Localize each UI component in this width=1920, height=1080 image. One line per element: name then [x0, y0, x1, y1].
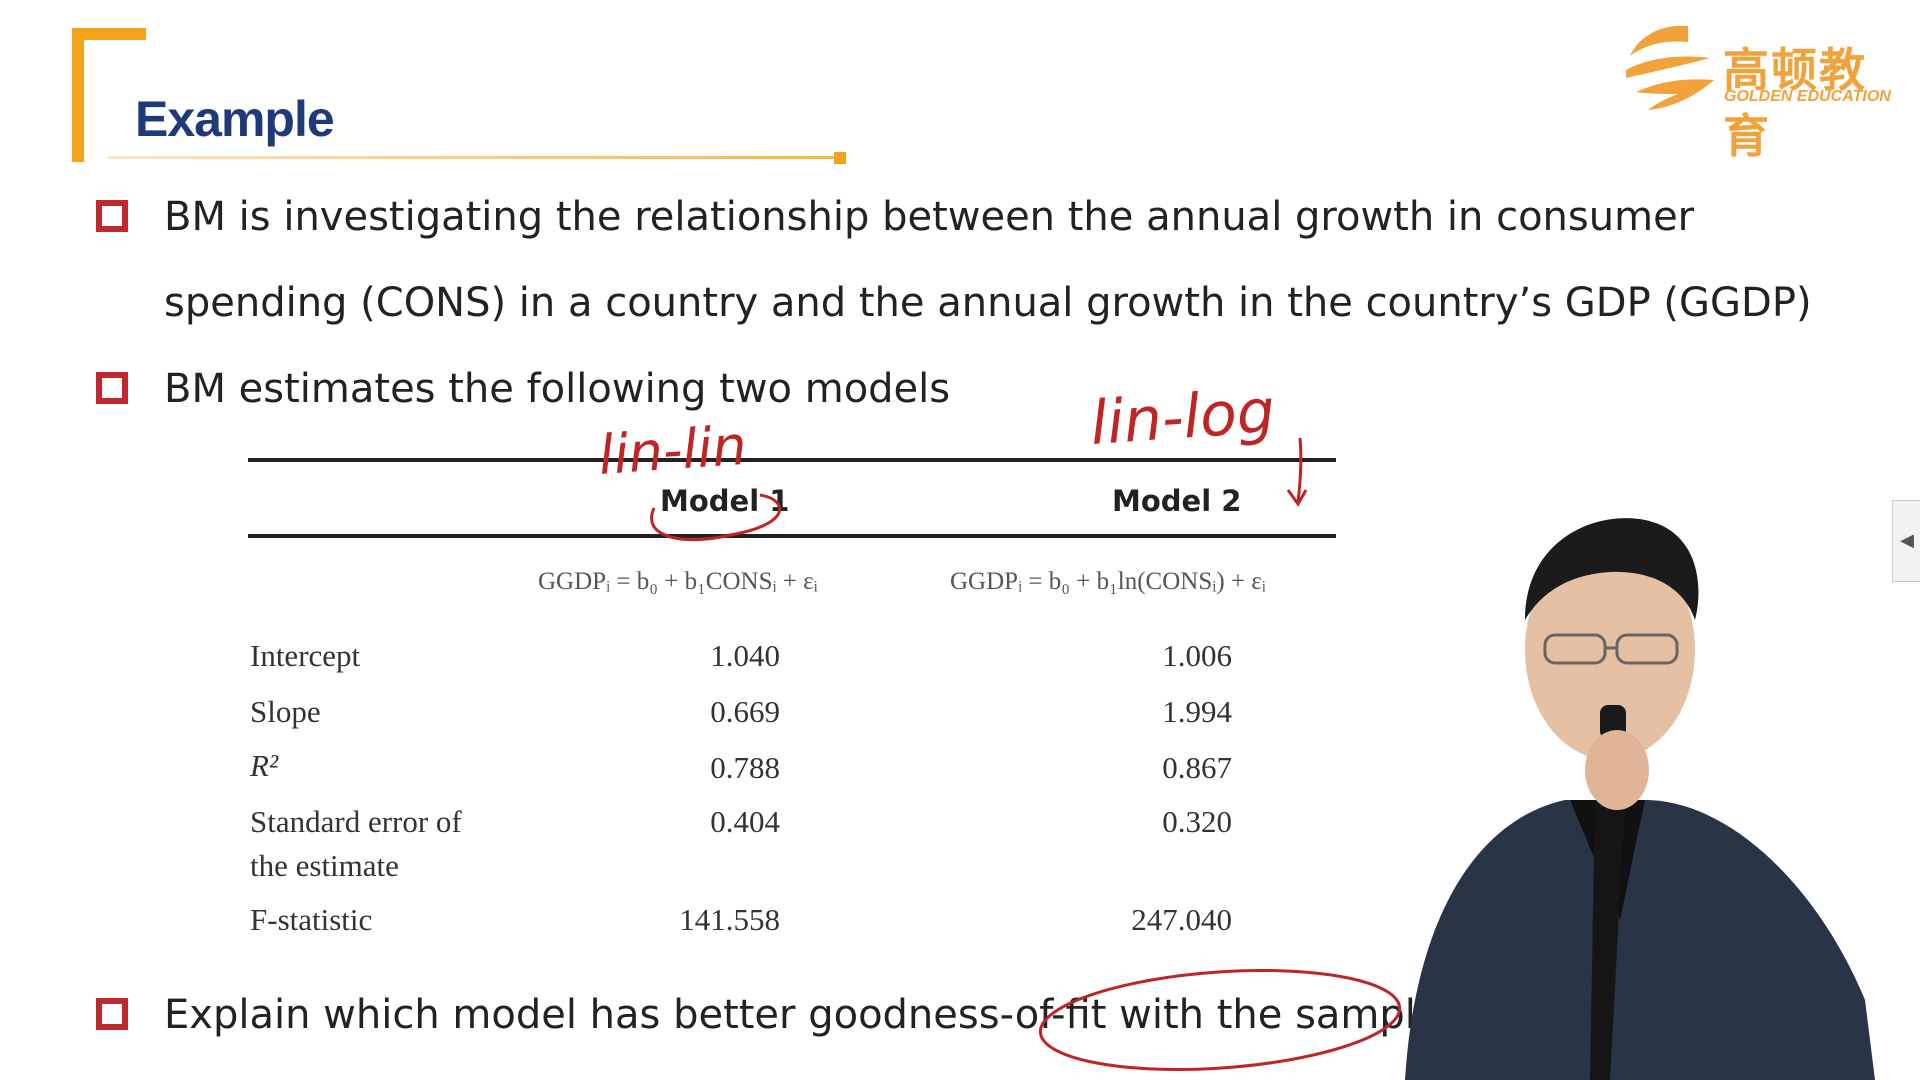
row-label-std-error: Standard error of	[250, 804, 462, 839]
logo-swoosh-icon	[1626, 25, 1714, 110]
equation-model-2: GGDPᵢ = b₀ + b₁ln(CONSᵢ) + εᵢ	[950, 568, 1266, 595]
row-label-r-squared: R²	[250, 748, 279, 783]
bullet-square-icon	[96, 998, 128, 1030]
row-label-f-statistic: F-statistic	[250, 902, 373, 937]
row-label-intercept: Intercept	[250, 638, 361, 673]
circle-model-1-annotation	[650, 493, 781, 542]
slide-title: Example	[135, 91, 335, 147]
cell-m2-r-squared: 0.867	[1162, 750, 1232, 785]
cell-m1-f-statistic: 141.558	[679, 902, 780, 937]
note-lin-lin: lin-lin	[597, 414, 749, 487]
title-underline-dot	[834, 152, 846, 164]
logo-chinese-text: 高顿教育	[1723, 43, 1867, 163]
col-header-model-1: Model 1	[660, 484, 790, 518]
circle-sample-annotation	[1038, 968, 1402, 1072]
cell-m1-r-squared: 0.788	[710, 750, 780, 785]
bullet-text-3: Explain which model has better goodness-…	[164, 992, 1441, 1038]
cell-m2-f-statistic: 247.040	[1131, 902, 1232, 937]
bullet-square-icon	[96, 372, 128, 404]
bullet-text-2: BM estimates the following two models	[164, 366, 951, 412]
title-frame-corner	[72, 28, 146, 162]
bullet-text-1: BM is investigating the relationship bet…	[164, 194, 1695, 240]
cell-m2-slope: 1.994	[1162, 694, 1232, 729]
equation-model-1: GGDPᵢ = b₀ + b₁CONSᵢ + εᵢ	[538, 568, 818, 595]
table-top-rule	[248, 458, 1336, 462]
cell-m2-std-error: 0.320	[1162, 804, 1232, 839]
bullet-square-icon	[96, 200, 128, 232]
row-label-std-error-cont: the estimate	[250, 848, 399, 883]
bullet-text-1-cont: spending (CONS) in a country and the ann…	[164, 280, 1812, 326]
cell-m1-std-error: 0.404	[710, 804, 780, 839]
col-header-model-2: Model 2	[1112, 484, 1242, 518]
golden-education-logo: 高顿教育 GOLDEN EDUCATION	[1618, 18, 1908, 163]
logo-english-text: GOLDEN EDUCATION	[1724, 88, 1891, 105]
cell-m1-slope: 0.669	[710, 694, 780, 729]
side-panel-toggle[interactable]: ◀	[1892, 500, 1920, 582]
presenter-video	[1405, 518, 1875, 1080]
cell-m1-intercept: 1.040	[710, 638, 780, 673]
arrow-lin-log-annotation	[1286, 437, 1308, 507]
row-label-slope: Slope	[250, 694, 321, 729]
table-header-rule	[248, 534, 1336, 538]
cell-m2-intercept: 1.006	[1162, 638, 1232, 673]
title-underline	[108, 156, 838, 159]
note-lin-log: lin-log	[1088, 376, 1277, 459]
